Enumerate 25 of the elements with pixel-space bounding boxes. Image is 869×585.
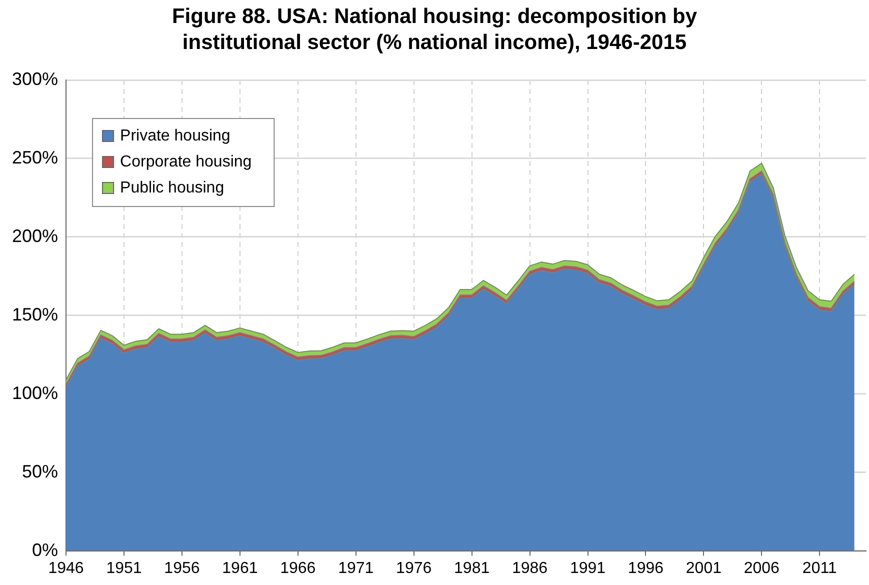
chart-title: Figure 88. USA: National housing: decomposition by institutional sector (% national income), 1946-2015	[170, 4, 698, 56]
y-tick-label: 0%	[32, 540, 58, 560]
y-tick-label: 100%	[12, 382, 58, 403]
x-tick-label: 1996	[628, 560, 664, 577]
x-tick-label: 1976	[396, 560, 432, 577]
x-tick-label: 2001	[686, 560, 722, 577]
x-tick-label: 1951	[106, 560, 142, 577]
legend-label: Private housing	[120, 127, 230, 144]
x-tick-label: 1961	[222, 560, 258, 577]
y-tick-label: 300%	[12, 68, 58, 89]
y-tick-label: 50%	[22, 461, 58, 482]
x-tick-label: 1991	[570, 560, 606, 577]
x-tick-label: 1986	[512, 560, 548, 577]
x-tick-label: 2011	[802, 560, 837, 577]
x-tick-label: 1981	[454, 560, 490, 577]
x-tick-label: 1971	[338, 560, 374, 577]
legend-label: Public housing	[120, 179, 224, 196]
x-tick-label: 1946	[48, 560, 84, 577]
y-tick-label: 200%	[12, 226, 58, 246]
x-tick-label: 1966	[280, 560, 316, 577]
y-tick-label: 150%	[12, 304, 58, 324]
legend-label: Corporate housing	[120, 153, 252, 170]
x-tick-label: 1956	[164, 560, 200, 577]
y-tick-label: 250%	[12, 147, 58, 168]
x-tick-label: 2006	[744, 560, 780, 577]
